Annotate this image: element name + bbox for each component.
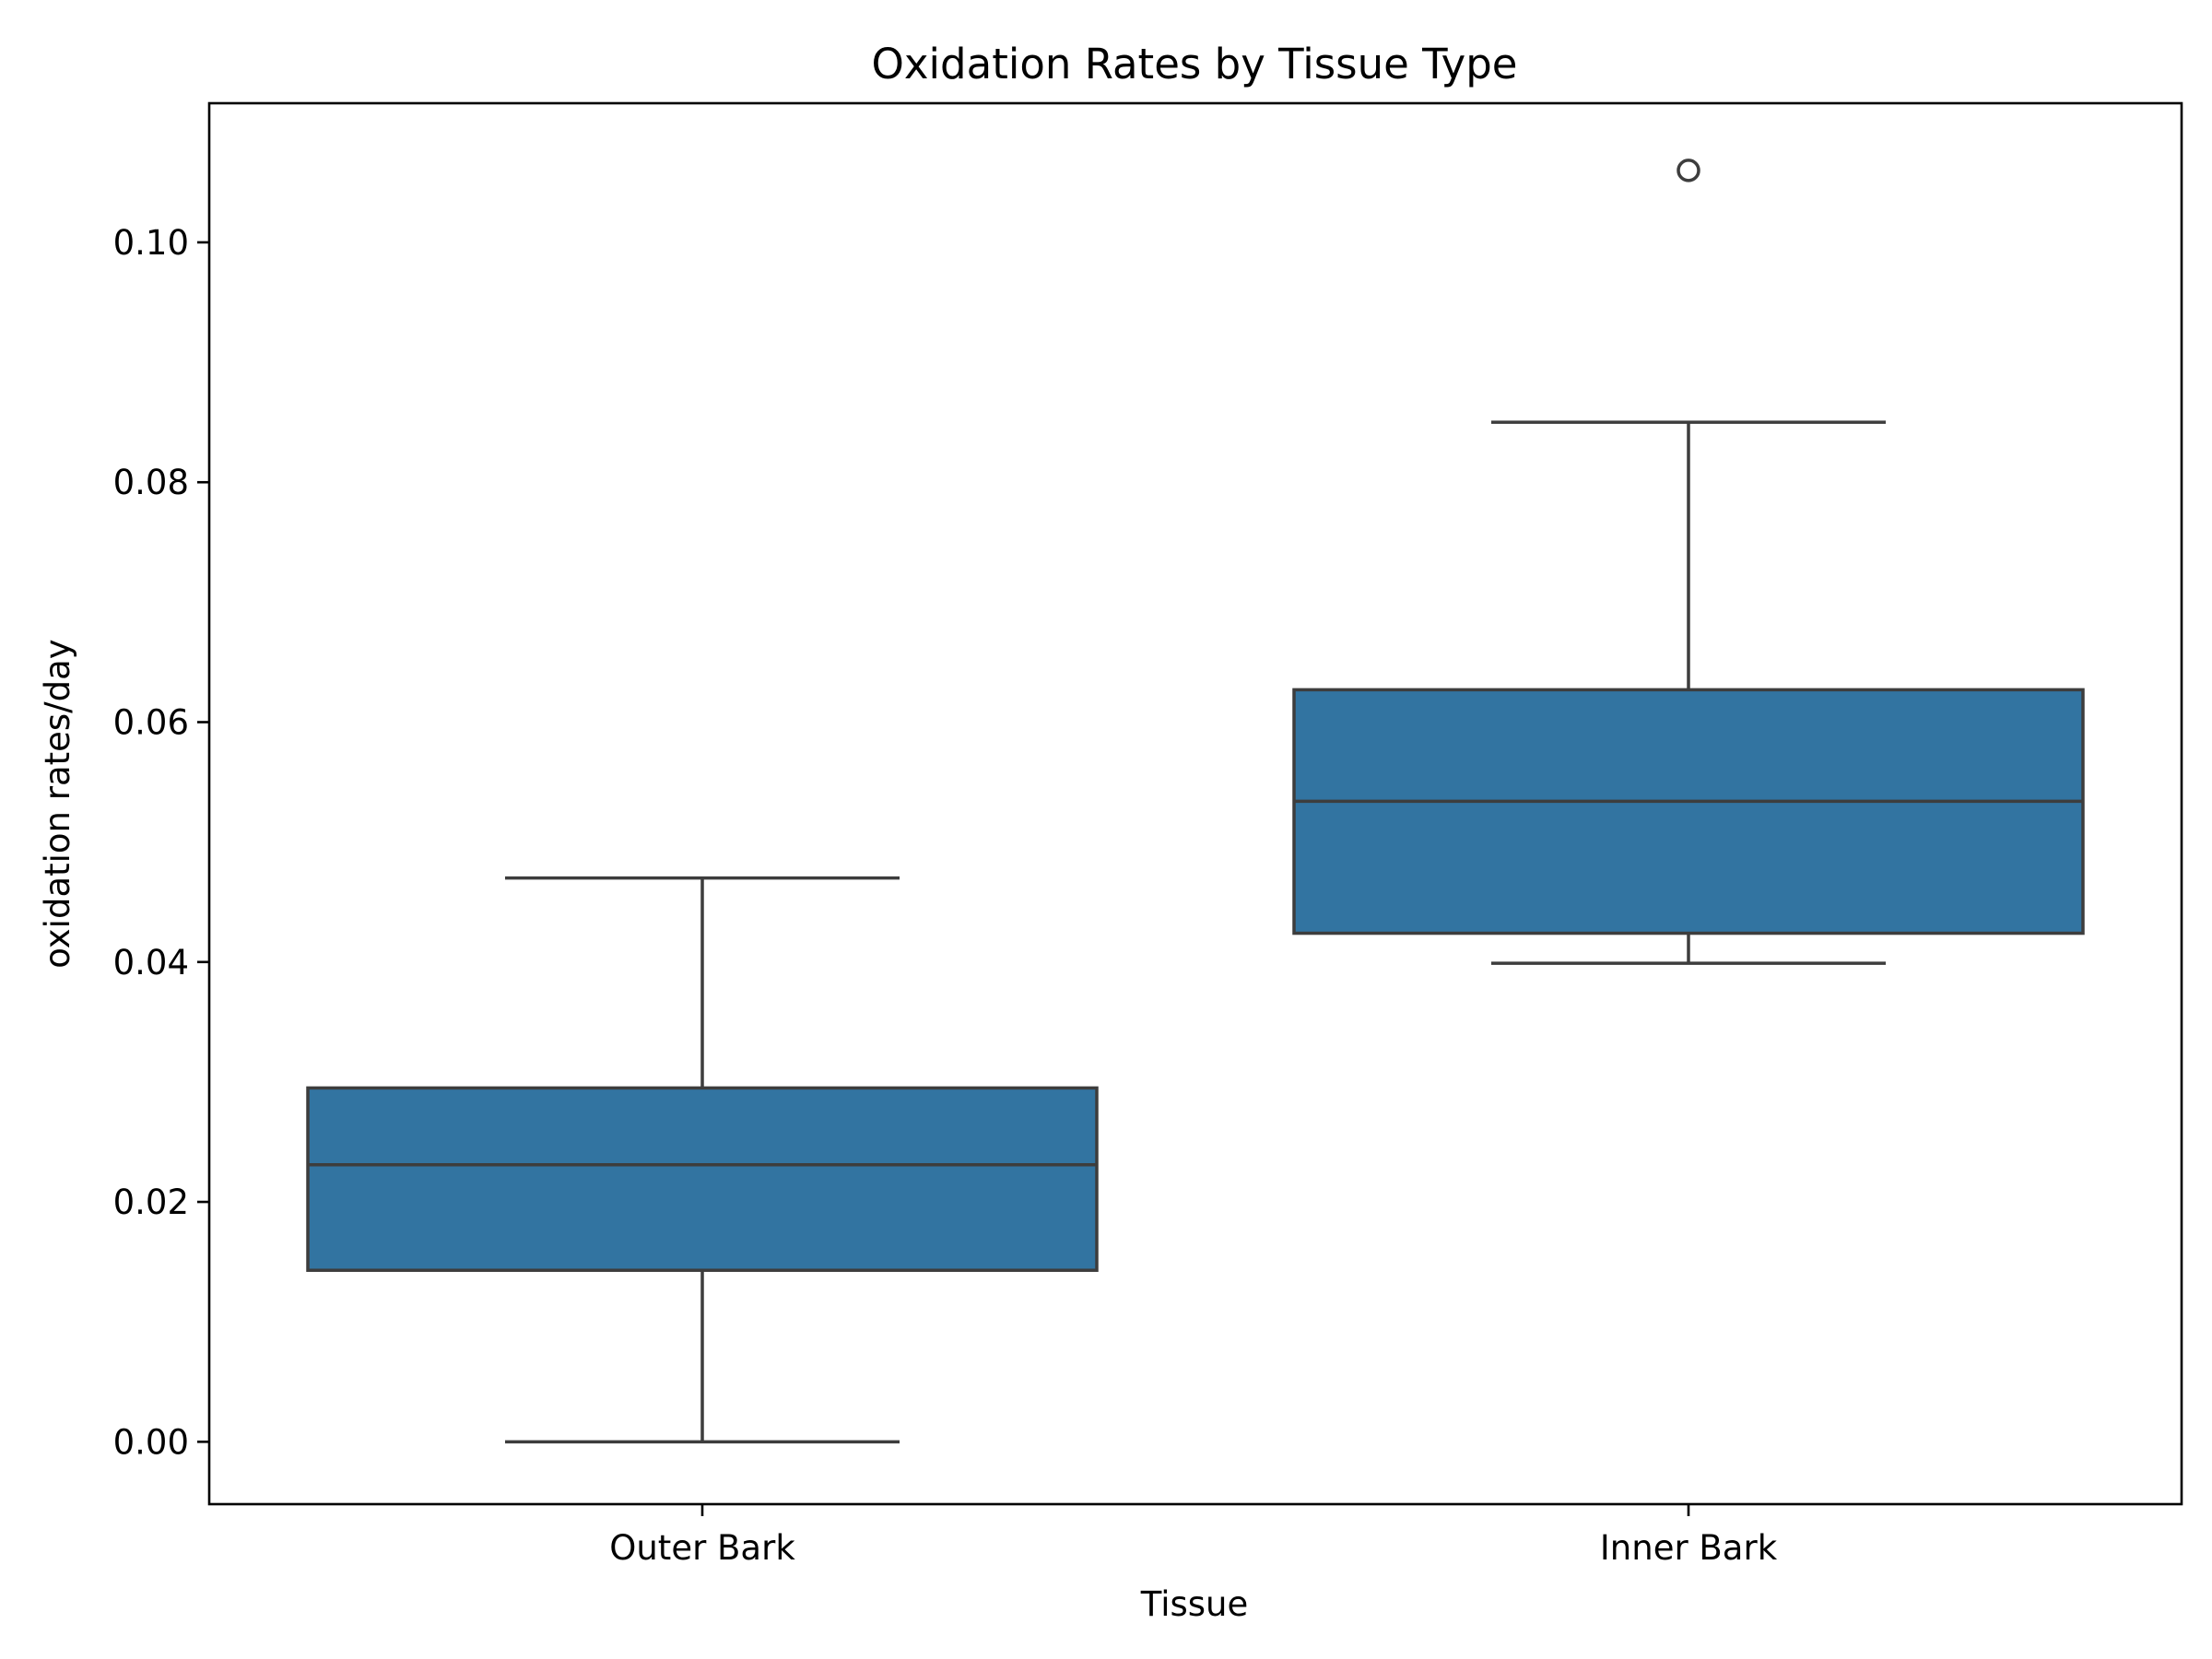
plot-area	[306, 159, 2085, 1444]
x-tick-label: Inner Bark	[1600, 1528, 1778, 1568]
box-group-inner-bark	[1292, 159, 2085, 965]
y-tick-label: 0.00	[113, 1422, 189, 1462]
box-iqr	[1292, 688, 2085, 935]
x-tick-label: Outer Bark	[609, 1528, 795, 1568]
outlier-point	[1677, 159, 1700, 182]
axes-frame	[207, 101, 2183, 1506]
chart-title: Oxidation Rates by Tissue Type	[872, 40, 1518, 88]
y-tick-label: 0.04	[113, 943, 189, 982]
y-axis: 0.00 0.02 0.04 0.06 0.08 0.10	[113, 223, 209, 1462]
box-group-outer-bark	[306, 876, 1099, 1444]
y-tick-label: 0.10	[113, 223, 189, 263]
y-axis-label: oxidation rates/day	[38, 639, 77, 968]
y-tick-label: 0.02	[113, 1182, 189, 1222]
box-iqr	[306, 1086, 1099, 1272]
x-axis-label: Tissue	[1140, 1584, 1249, 1624]
y-tick-label: 0.06	[113, 703, 189, 743]
y-tick-label: 0.08	[113, 463, 189, 502]
x-axis: Outer Bark Inner Bark	[609, 1504, 1778, 1568]
